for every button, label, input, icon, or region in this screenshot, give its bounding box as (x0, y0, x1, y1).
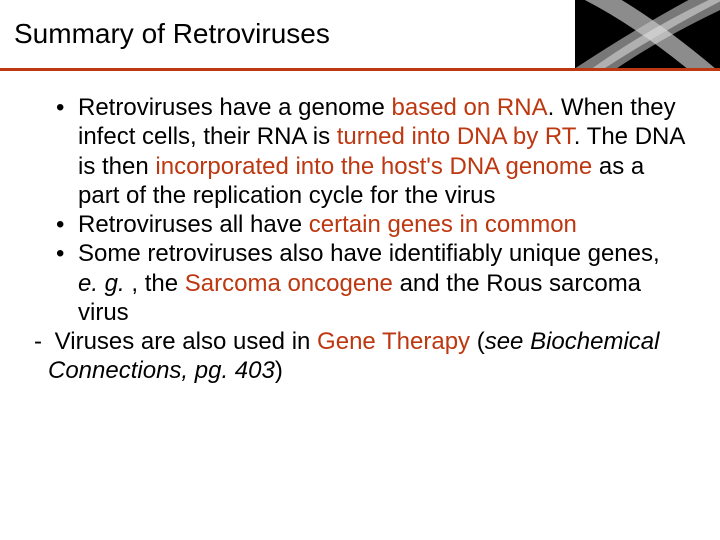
highlight-run: incorporated into the host's DNA genome (155, 153, 599, 180)
text-run: , the (125, 270, 185, 297)
header-title-area: Summary of Retroviruses (0, 0, 575, 68)
header-graphic-box (575, 0, 720, 68)
text-run: Retroviruses all have (78, 211, 309, 238)
text-run: Viruses are also used in (48, 328, 317, 355)
dash-item: - Viruses are also used in Gene Therapy … (48, 327, 686, 386)
dash-marker: - (34, 328, 48, 355)
text-run: Retroviruses have a genome (78, 94, 392, 121)
highlight-run: based on RNA (392, 94, 548, 121)
bullet-item: Some retroviruses also have identifiably… (56, 239, 686, 327)
bullet-list: Retroviruses have a genome based on RNA.… (34, 93, 686, 327)
highlight-run: Gene Therapy (317, 328, 477, 355)
slide-title: Summary of Retroviruses (14, 18, 330, 50)
text-run: ( (477, 328, 485, 355)
italic-run: e. g. (78, 270, 125, 297)
ribbon-icon (575, 0, 720, 68)
text-run: ) (275, 357, 283, 384)
slide-header: Summary of Retroviruses (0, 0, 720, 68)
bullet-item: Retroviruses have a genome based on RNA.… (56, 93, 686, 210)
bullet-item: Retroviruses all have certain genes in c… (56, 210, 686, 239)
slide-body: Retroviruses have a genome based on RNA.… (0, 71, 720, 386)
highlight-run: certain genes in common (309, 211, 577, 238)
text-run: Some retroviruses also have identifiably… (78, 240, 660, 267)
highlight-run: Sarcoma oncogene (185, 270, 400, 297)
highlight-run: turned into DNA by RT (337, 123, 574, 150)
